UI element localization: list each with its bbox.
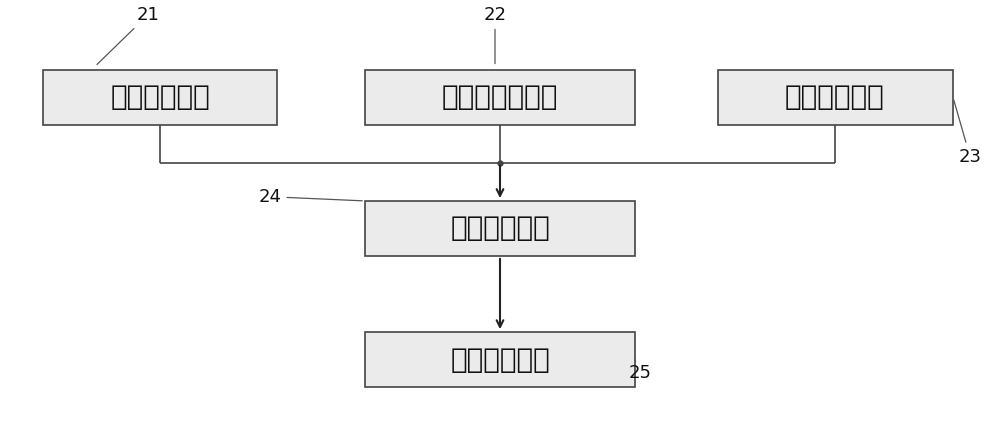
Text: 心率输入模块: 心率输入模块 — [785, 83, 885, 111]
Text: 用量判断模块: 用量判断模块 — [450, 214, 550, 242]
Text: 体重输入模块: 体重输入模块 — [110, 83, 210, 111]
FancyBboxPatch shape — [43, 70, 277, 125]
Text: 25: 25 — [629, 360, 652, 382]
FancyBboxPatch shape — [718, 70, 952, 125]
Text: 脑电波输入模块: 脑电波输入模块 — [442, 83, 558, 111]
FancyBboxPatch shape — [365, 201, 635, 256]
FancyBboxPatch shape — [365, 70, 635, 125]
Text: 23: 23 — [954, 100, 982, 165]
Text: 22: 22 — [484, 6, 507, 63]
Text: 比例输入模块: 比例输入模块 — [450, 346, 550, 374]
FancyBboxPatch shape — [365, 332, 635, 387]
Text: 24: 24 — [258, 188, 362, 206]
Text: 21: 21 — [97, 6, 159, 64]
